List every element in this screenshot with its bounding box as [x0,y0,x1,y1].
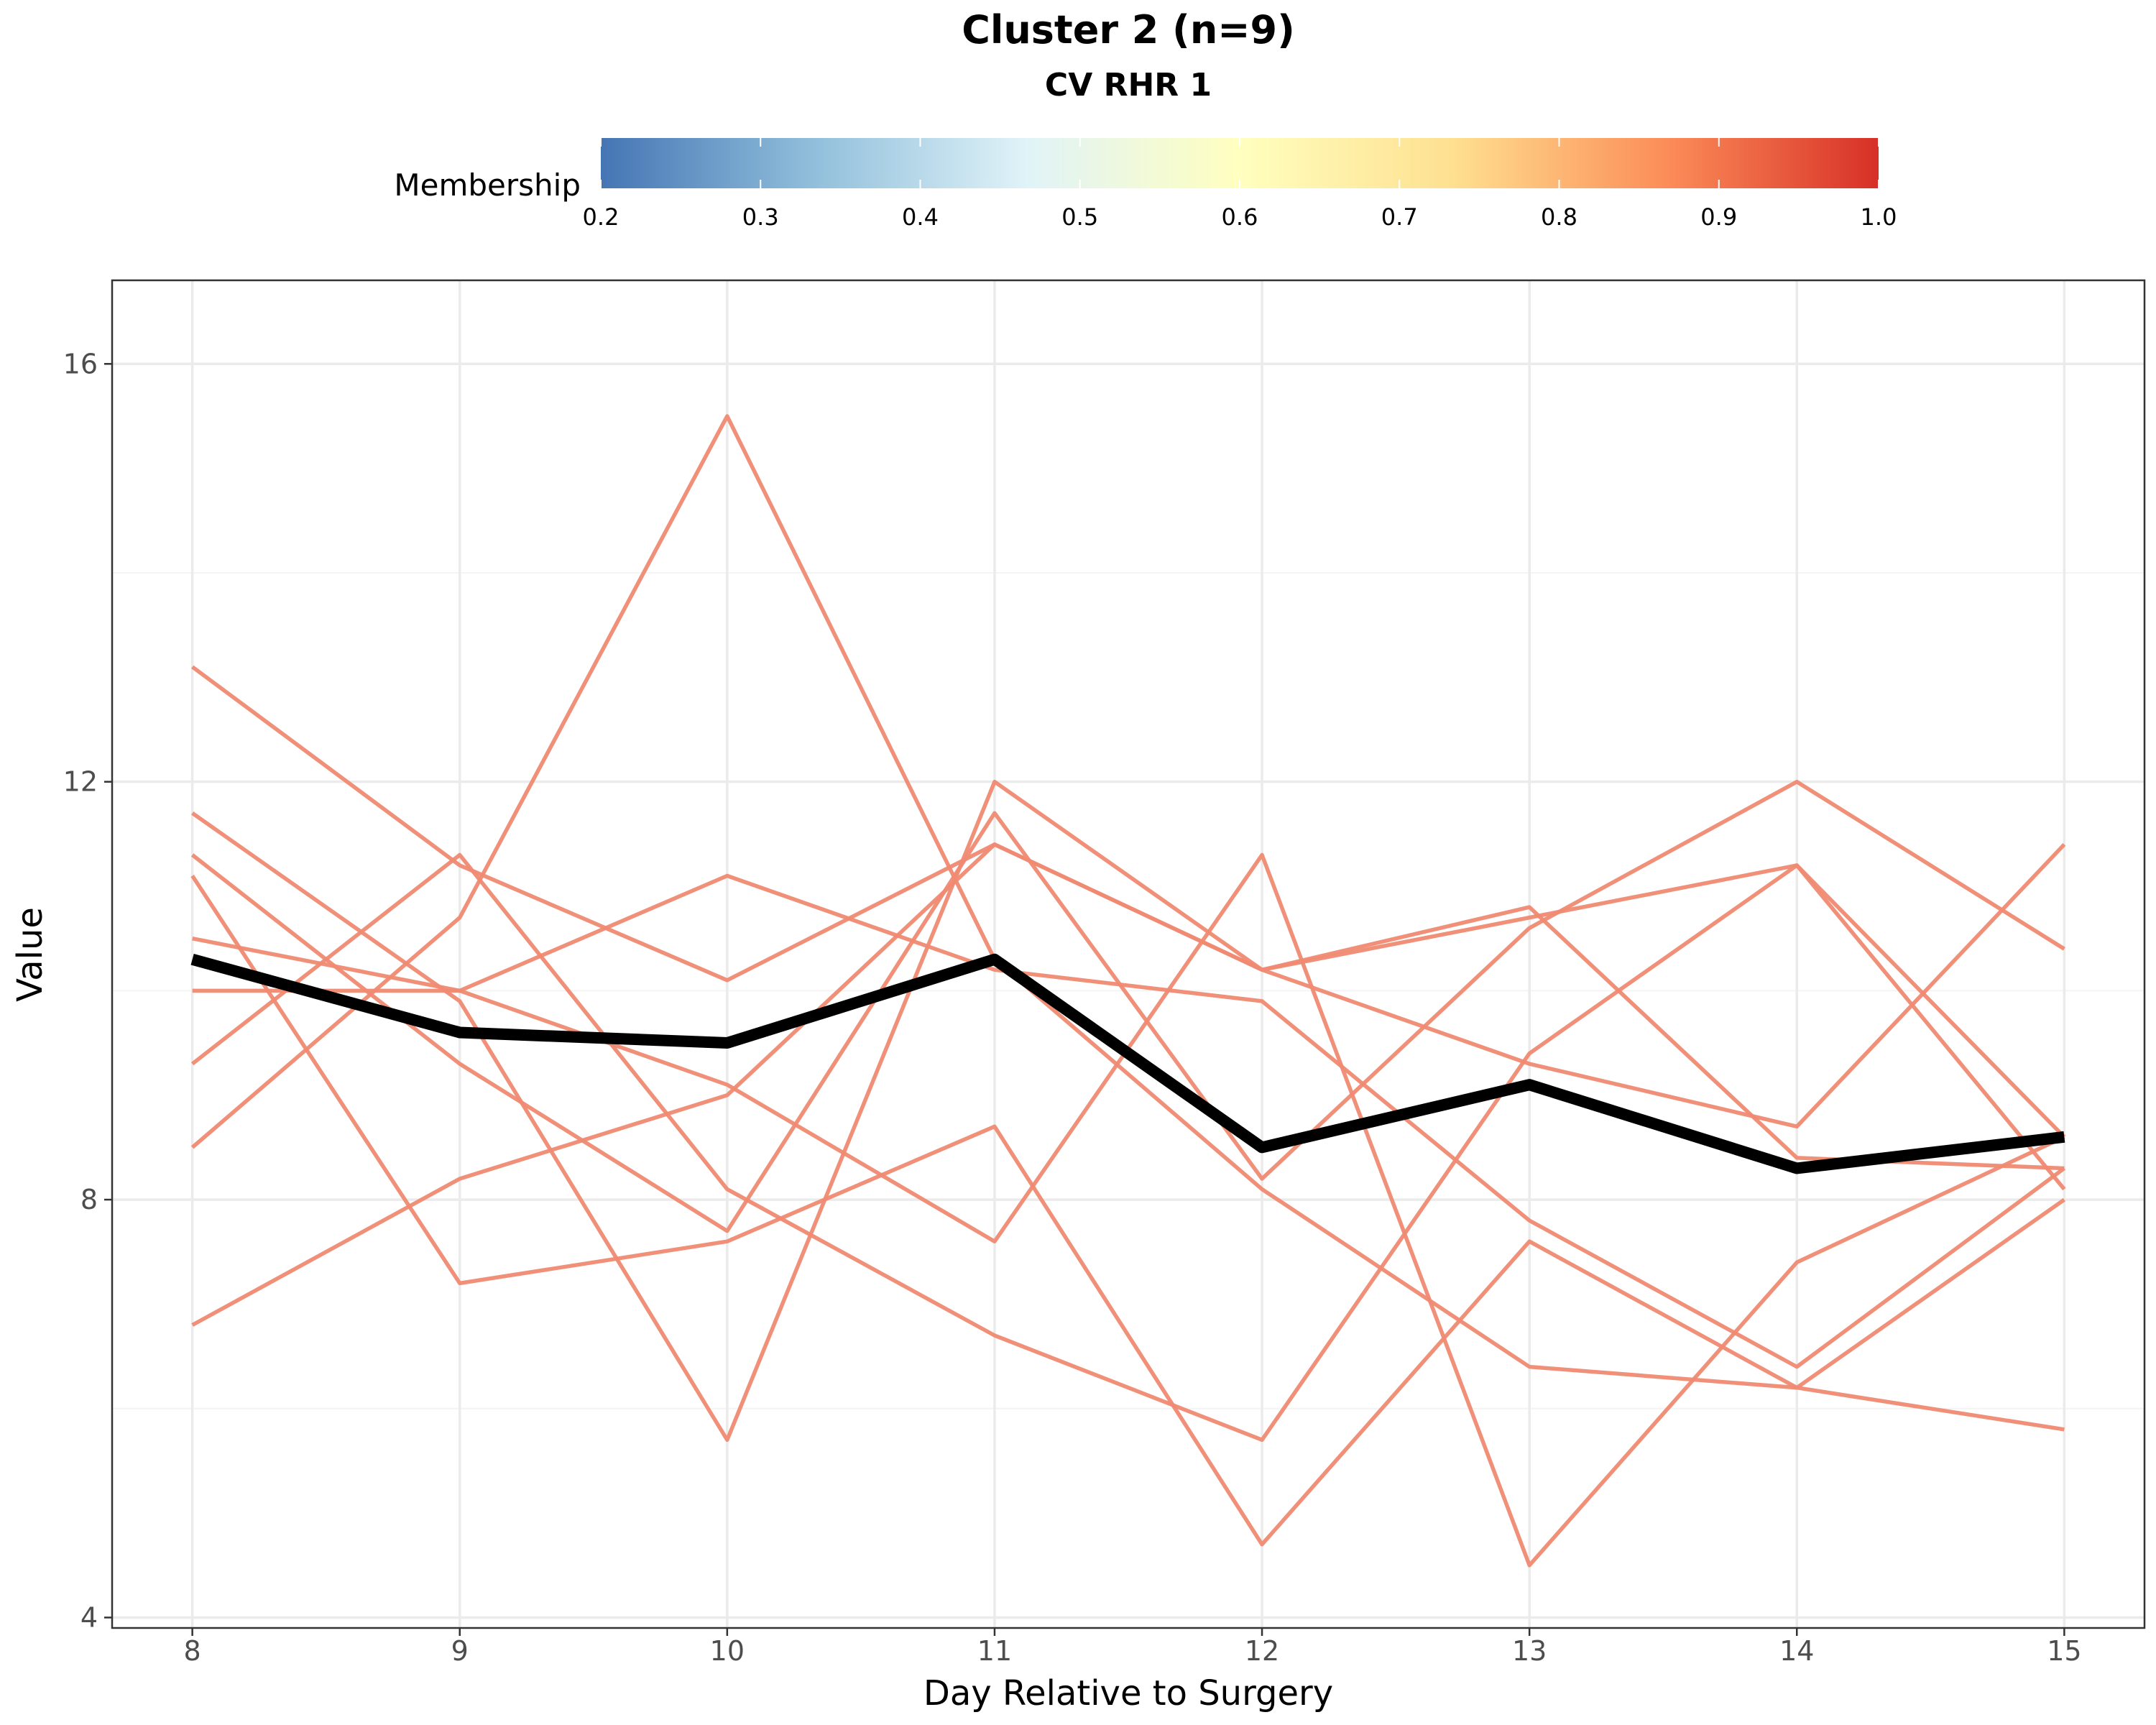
x-axis-title: Day Relative to Surgery [923,1673,1333,1714]
plot-border [111,279,2146,1629]
x-tick-label: 11 [977,1635,1012,1667]
series-line-6 [190,852,2066,1443]
legend-tick-label: 0.4 [902,203,939,231]
legend-tick-label: 1.0 [1861,203,1897,231]
legend-tick-label: 0.5 [1061,203,1098,231]
x-tick-label: 9 [451,1635,469,1667]
mean-series [190,953,2065,1174]
series-line-8 [190,779,2065,1233]
membership-legend: Membership 0.2 0.3 0.4 0.5 0.6 0.7 0.8 0.9 1.0 [394,138,1897,231]
legend-tick-label: 0.2 [583,203,619,231]
y-tick-label: 12 [63,766,98,798]
plot-background [112,280,2145,1628]
y-axis-title: Value [10,907,50,1002]
legend-tick-label: 0.3 [742,203,779,231]
series-line-7 [192,873,2066,1369]
y-axis: 4 8 12 16 [63,348,112,1633]
chart-subtitle: CV RHR 1 [1045,67,1212,104]
chart-title: Cluster 2 (n=9) [962,7,1295,52]
series-line-4 [190,414,2065,1432]
legend-tick-label: 0.6 [1222,203,1258,231]
x-tick-label: 12 [1245,1635,1279,1667]
y-tick-label: 16 [63,348,98,380]
grid-lines [112,280,2145,1628]
x-tick-label: 10 [710,1635,745,1667]
y-tick-label: 4 [80,1601,98,1633]
legend-title: Membership [394,167,581,203]
legend-tick-label: 0.9 [1700,203,1737,231]
series-line-2 [191,779,2066,1443]
x-tick-label: 13 [1512,1635,1547,1667]
legend-tick-label: 0.8 [1541,203,1577,231]
legend-tick-label: 0.7 [1381,203,1418,231]
x-tick-label: 14 [1779,1635,1814,1667]
x-tick-label: 15 [2047,1635,2081,1667]
plot-panel [111,279,2146,1629]
member-series [190,414,2066,1568]
series-line-9 [191,842,2066,1327]
series-line-5 [190,874,2065,1547]
x-axis: 8 9 10 11 12 13 14 15 [184,1628,2082,1667]
mean-line [190,953,2065,1174]
x-tick-label: 8 [184,1635,201,1667]
legend-ticks: 0.2 0.3 0.4 0.5 0.6 0.7 0.8 0.9 1.0 [583,138,1897,231]
y-tick-label: 8 [80,1184,98,1215]
